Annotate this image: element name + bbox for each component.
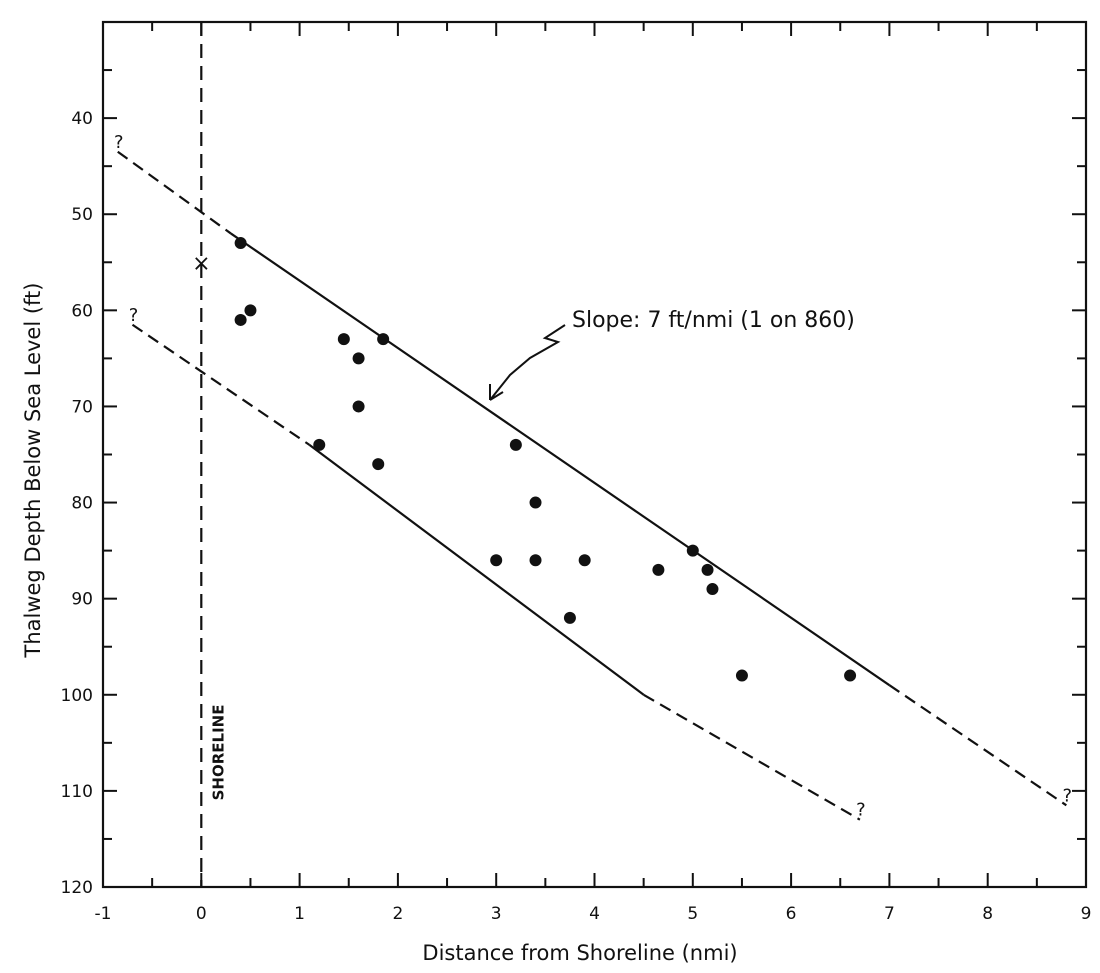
axes: -1 0 1 2 3 4 5 6 7 8 9 40 50 60 70 80 90 100 110 120 [61, 20, 1092, 924]
y-tick-label: 120 [61, 878, 93, 898]
x-tick-label: 7 [884, 904, 895, 924]
question-mark: ? [1063, 785, 1073, 806]
data-point [352, 352, 365, 365]
data-point [844, 669, 857, 682]
x-axis-title: Distance from Shoreline (nmi) [422, 941, 737, 965]
x-tick-label: 1 [294, 904, 305, 924]
y-tick-label: 70 [71, 397, 93, 417]
annotation-arrow [489, 324, 566, 401]
data-point [529, 554, 542, 567]
trend-line-solid [230, 232, 891, 687]
data-point [244, 304, 257, 317]
y-tick-label: 110 [61, 782, 93, 802]
question-mark: ? [856, 800, 866, 821]
question-mark: ? [129, 305, 139, 326]
y-tick-label: 80 [71, 494, 93, 514]
annotation-arrowhead [489, 384, 504, 401]
y-tick-label: 90 [71, 590, 93, 610]
data-point [234, 313, 247, 326]
trend-line-dashed [888, 684, 1067, 807]
question-mark: ? [114, 132, 124, 153]
y-tick-label: 100 [61, 686, 93, 706]
data-point [377, 333, 390, 346]
data-point [563, 611, 576, 624]
trend-line-dashed [643, 693, 861, 821]
annotations: SHORELINE ×???? Slope: 7 ft/nmi (1 on 860) [114, 132, 1072, 821]
trend-line-dashed [117, 150, 232, 235]
slope-annotation: Slope: 7 ft/nmi (1 on 860) [572, 308, 855, 333]
data-point [652, 563, 665, 576]
data-point [313, 438, 326, 451]
x-tick-label: -1 [95, 904, 112, 924]
data-point [372, 458, 385, 471]
x-tick-label: 8 [982, 904, 993, 924]
trend-line-dashed [131, 323, 311, 446]
data-point [735, 669, 748, 682]
y-tick-label: 50 [71, 205, 93, 225]
data-point [706, 583, 719, 596]
data-point [529, 496, 542, 509]
y-axis-title: Thalweg Depth Below Sea Level (ft) [21, 283, 45, 659]
x-tick-label: 0 [196, 904, 207, 924]
x-tick-label: 6 [786, 904, 797, 924]
data-point [337, 333, 350, 346]
x-tick-label: 3 [491, 904, 502, 924]
plot-frame [101, 20, 1088, 889]
trend-lines [117, 22, 1067, 887]
x-tick-label: 9 [1081, 904, 1092, 924]
x-tick-label: 5 [687, 904, 698, 924]
trend-line-solid [308, 444, 645, 696]
y-tick-label: 60 [71, 301, 93, 321]
data-point [234, 237, 247, 250]
data-points [234, 237, 857, 682]
x-tick-label: 2 [392, 904, 403, 924]
data-point [578, 554, 591, 567]
x-tick-label: 4 [589, 904, 600, 924]
data-point [686, 544, 699, 557]
data-point [490, 554, 503, 567]
y-tick-label: 40 [71, 109, 93, 129]
shoreline-x-marker: × [192, 251, 210, 276]
shoreline-label: SHORELINE [209, 705, 227, 801]
data-point [352, 400, 365, 413]
data-point [701, 563, 714, 576]
data-point [509, 438, 522, 451]
